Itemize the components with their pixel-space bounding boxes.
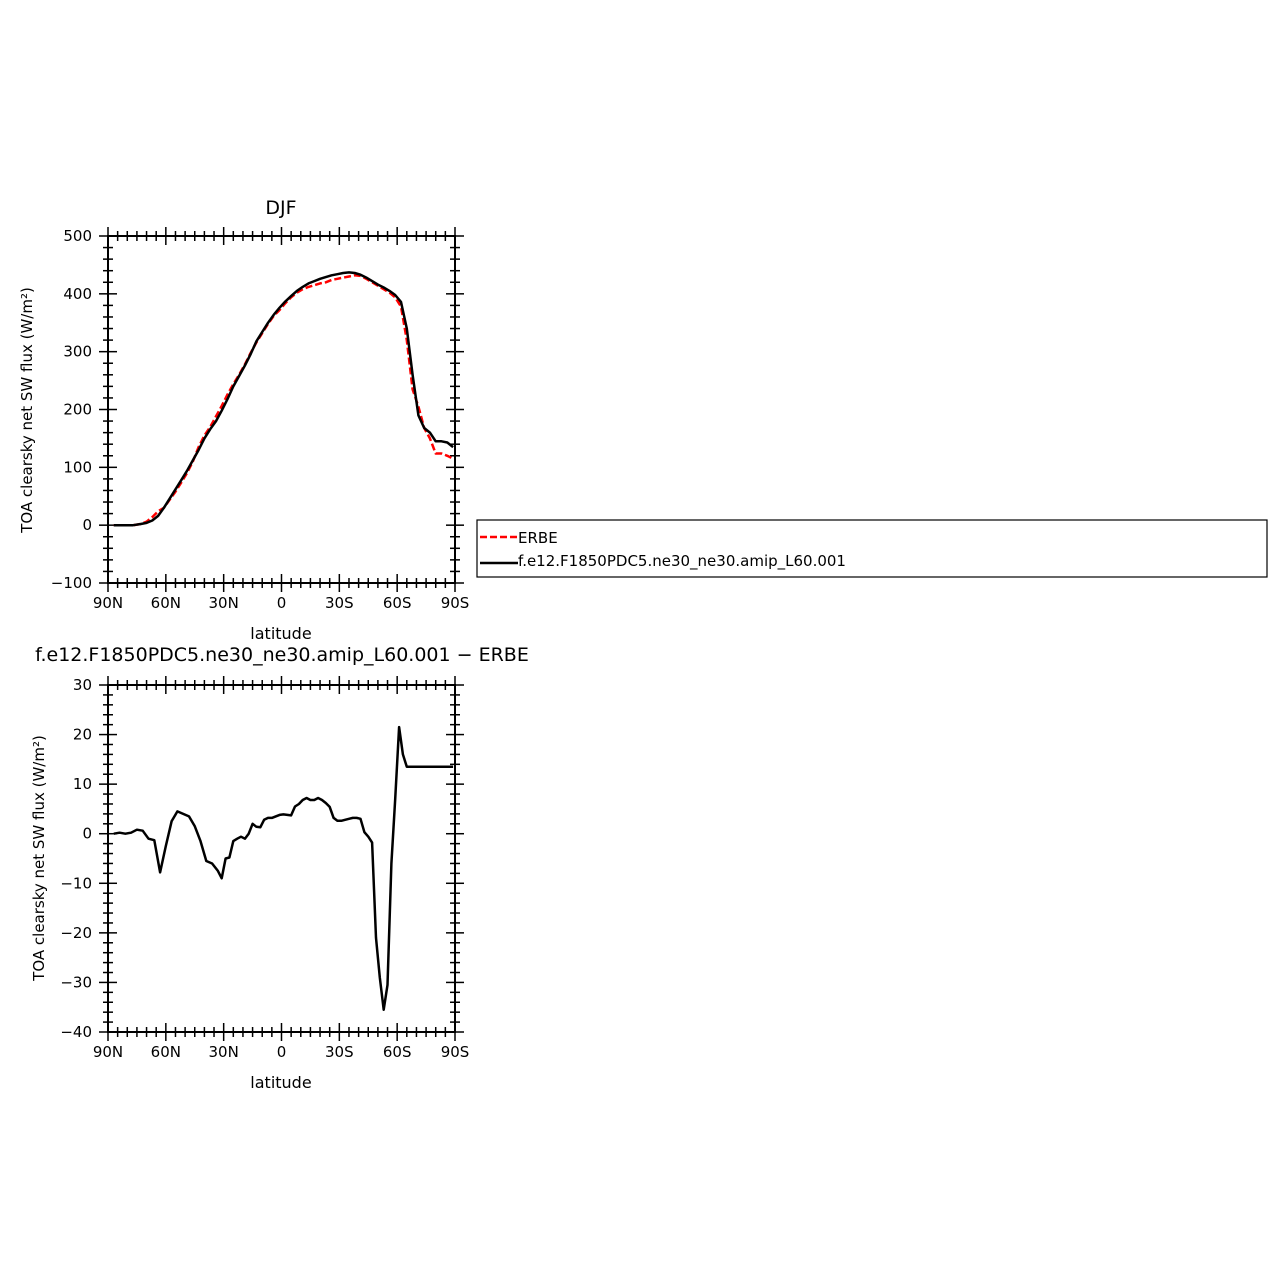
bottom-y-tick-label: 0 [82, 825, 92, 843]
top-x-tick-label: 60S [383, 594, 412, 612]
bottom-y-tick-label: −20 [60, 924, 92, 942]
top-x-tick-label: 30S [325, 594, 354, 612]
bottom-x-tick-label: 90N [93, 1043, 123, 1061]
bottom-x-axis-label: latitude [250, 1073, 311, 1092]
legend: ERBE f.e12.F1850PDC5.ne30_ne30.amip_L60.… [476, 519, 1268, 578]
bottom-x-tick-label: 0 [277, 1043, 287, 1061]
top-series-group [113, 271, 454, 527]
bottom-y-axis-label: TOA clearsky net SW flux (W/m²) [30, 735, 48, 982]
top-y-tick-label: 500 [63, 227, 92, 245]
top-y-tick-label: 0 [82, 516, 92, 534]
top-y-tick-label: 400 [63, 285, 92, 303]
bottom-series-line-0 [113, 725, 454, 1011]
bottom-y-tick-label: 30 [73, 676, 92, 694]
top-panel: DJF TOA clearsky net SW flux (W/m²) lati… [18, 197, 469, 643]
top-axis-ticks: 90N 60N 30N 0 30S 60S 90S 500 400 300 200 100 0 −100 [51, 227, 470, 612]
bottom-axis-ticks: 90N 60N 30N 0 30S 60S 90S 30 20 10 0 −10 −20 −30 −40 [60, 676, 469, 1061]
legend-model-label: f.e12.F1850PDC5.ne30_ne30.amip_L60.001 [518, 552, 846, 571]
bottom-x-tick-label: 90S [441, 1043, 470, 1061]
bottom-x-tick-label: 30S [325, 1043, 354, 1061]
bottom-panel: f.e12.F1850PDC5.ne30_ne30.amip_L60.001 −… [30, 644, 529, 1092]
bottom-plot-frame [107, 684, 456, 1033]
top-x-tick-label: 60N [151, 594, 181, 612]
top-x-tick-label: 30N [209, 594, 239, 612]
legend-erbe-label: ERBE [518, 529, 558, 547]
top-y-tick-label: 100 [63, 458, 92, 476]
bottom-series-group [113, 725, 454, 1011]
top-y-axis-label: TOA clearsky net SW flux (W/m²) [18, 287, 36, 534]
top-chart-title: DJF [265, 197, 296, 219]
bottom-y-tick-label: −30 [60, 973, 92, 991]
top-x-tick-label: 90N [93, 594, 123, 612]
bottom-chart-title: f.e12.F1850PDC5.ne30_ne30.amip_L60.001 −… [35, 644, 529, 666]
bottom-x-tick-label: 60S [383, 1043, 412, 1061]
legend-box [476, 519, 1268, 578]
bottom-x-tick-label: 60N [151, 1043, 181, 1061]
bottom-x-tick-label: 30N [209, 1043, 239, 1061]
top-y-tick-label: 300 [63, 343, 92, 361]
top-plot-frame [107, 235, 456, 584]
top-x-tick-label: 0 [277, 594, 287, 612]
bottom-y-tick-label: −10 [60, 874, 92, 892]
top-series-line-1 [113, 271, 454, 527]
top-x-axis-label: latitude [250, 624, 311, 643]
bottom-y-tick-label: 10 [73, 775, 92, 793]
top-y-tick-label: −100 [51, 574, 92, 592]
bottom-y-tick-label: 20 [73, 726, 92, 744]
top-x-tick-label: 90S [441, 594, 470, 612]
top-y-tick-label: 200 [63, 401, 92, 419]
bottom-y-tick-label: −40 [60, 1023, 92, 1041]
